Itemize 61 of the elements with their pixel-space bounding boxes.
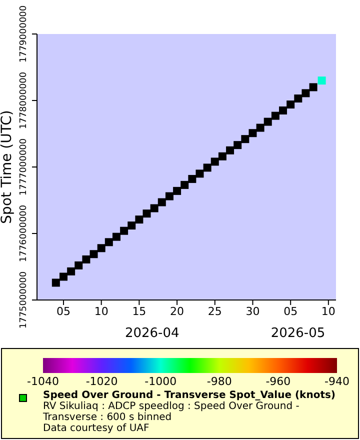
point — [256, 124, 264, 132]
point — [234, 141, 242, 150]
y-axis-title: Spot Time (UTC) — [0, 110, 15, 224]
point — [142, 210, 151, 218]
x-tick-label: 10 — [94, 304, 108, 318]
x-tick-label: 30 — [246, 304, 260, 318]
color-bar-label: -940 — [324, 375, 350, 388]
color-bar-label: -1040 — [26, 375, 60, 388]
point — [188, 174, 196, 183]
x-tick-label: 10 — [321, 304, 336, 318]
y-tick-label: 1776000000 — [19, 204, 29, 262]
point — [150, 204, 158, 212]
y-tick-label: 1775000000 — [19, 271, 29, 329]
point — [271, 112, 280, 120]
point — [248, 129, 257, 138]
text: 2026-05 — [270, 326, 326, 341]
color-bar-label: -980 — [206, 375, 233, 388]
x-tick-label: 25 — [208, 304, 222, 318]
point — [286, 100, 295, 108]
point — [173, 186, 182, 195]
point — [302, 89, 310, 98]
point — [196, 170, 204, 178]
text: RV Sikuliaq : ADCP speedlog : Speed Over Ground - Transverse : 600 s binned — [43, 401, 300, 423]
point — [309, 83, 318, 92]
point — [82, 255, 90, 264]
x-tick-label: 05 — [56, 304, 70, 318]
point — [165, 192, 174, 200]
color-bar-label: -1000 — [144, 375, 178, 388]
color-bar-label: -960 — [264, 375, 292, 388]
color-bar-label: -1020 — [84, 375, 119, 388]
point — [67, 267, 76, 276]
point — [59, 272, 68, 281]
point — [226, 146, 234, 154]
color-bar-title: Speed Over Ground - Transverse Spot_Value (knots) — [43, 390, 336, 401]
point — [203, 164, 212, 172]
point — [318, 76, 326, 85]
y-tick-label: 1779000000 — [19, 5, 29, 63]
x-tick-label: 20 — [170, 304, 184, 318]
point — [90, 250, 98, 258]
point — [210, 158, 219, 166]
y-tick-label: 1777000000 — [19, 138, 29, 196]
point — [264, 118, 272, 126]
point — [135, 216, 144, 224]
x-tick-label: 05 — [284, 304, 298, 318]
x-tick-label: 15 — [132, 304, 146, 318]
point — [180, 180, 189, 189]
point — [74, 261, 83, 270]
point — [97, 244, 106, 252]
point — [294, 94, 302, 103]
point — [128, 222, 136, 230]
point — [158, 198, 166, 206]
point — [120, 226, 128, 235]
point — [112, 232, 120, 241]
y-tick-label: 1778000000 — [19, 72, 29, 130]
point — [104, 238, 113, 246]
point — [218, 152, 226, 160]
text: Data courtesy of UAF — [43, 423, 150, 434]
point — [279, 106, 288, 114]
point — [241, 135, 250, 144]
text: 2026-04 — [124, 326, 180, 341]
point — [52, 278, 60, 287]
